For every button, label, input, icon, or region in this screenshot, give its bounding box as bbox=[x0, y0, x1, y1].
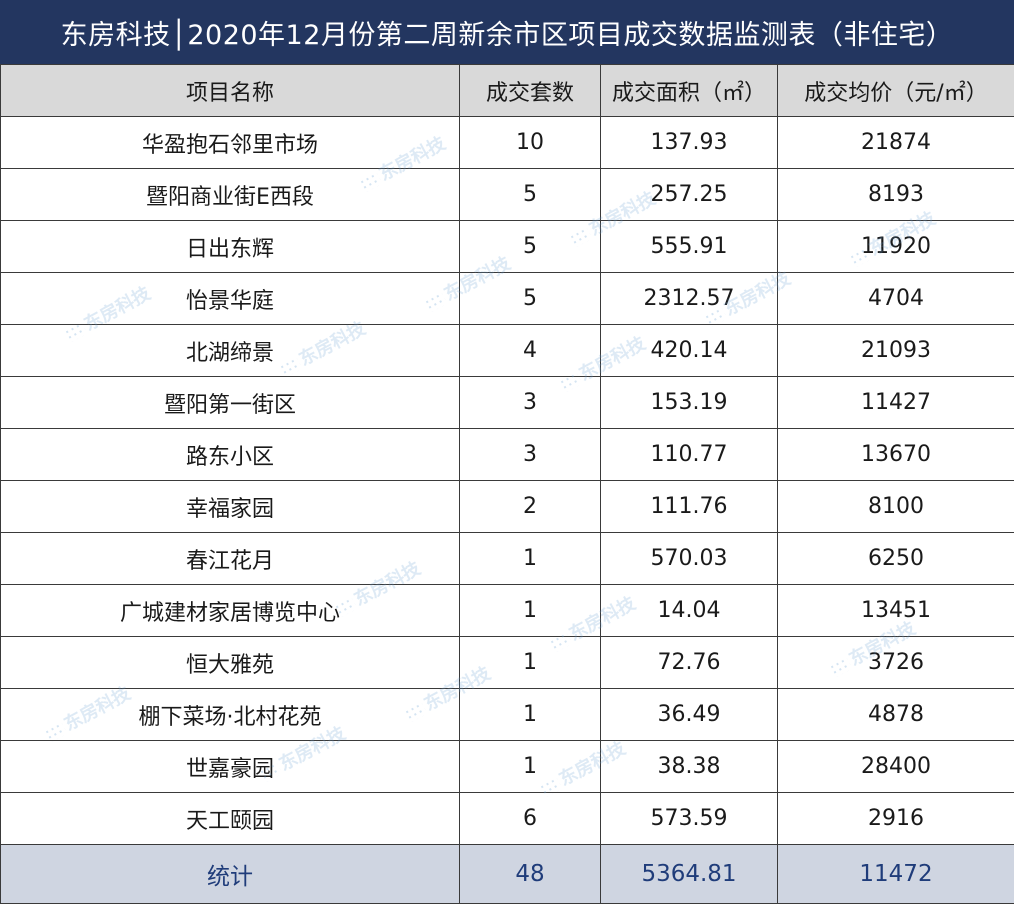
cell-area: 573.59 bbox=[600, 792, 778, 845]
cell-area: 111.76 bbox=[600, 480, 778, 533]
cell-avg-price: 11920 bbox=[777, 220, 1014, 273]
cell-project-name: 日出东辉 bbox=[0, 220, 460, 273]
cell-units-sold: 4 bbox=[459, 324, 601, 377]
table-row: 暨阳商业街E西段 5 257.25 8193 bbox=[0, 168, 1014, 221]
header-avg-price: 成交均价（元/㎡） bbox=[777, 64, 1014, 117]
cell-avg-price: 8100 bbox=[777, 480, 1014, 533]
header-row: 项目名称 成交套数 成交面积（㎡） 成交均价（元/㎡） bbox=[0, 64, 1014, 117]
cell-area: 153.19 bbox=[600, 376, 778, 429]
header-project-name: 项目名称 bbox=[0, 64, 460, 117]
cell-avg-price: 2916 bbox=[777, 792, 1014, 845]
header-area: 成交面积（㎡） bbox=[600, 64, 778, 117]
cell-project-name: 怡景华庭 bbox=[0, 272, 460, 325]
total-label: 统计 bbox=[0, 844, 460, 904]
cell-units-sold: 10 bbox=[459, 116, 601, 169]
data-table: 项目名称 成交套数 成交面积（㎡） 成交均价（元/㎡） 华盈抱石邻里市场 10 … bbox=[0, 64, 1014, 904]
cell-project-name: 恒大雅苑 bbox=[0, 636, 460, 689]
table-header: 项目名称 成交套数 成交面积（㎡） 成交均价（元/㎡） bbox=[0, 64, 1014, 117]
cell-area: 72.76 bbox=[600, 636, 778, 689]
cell-project-name: 幸福家园 bbox=[0, 480, 460, 533]
cell-area: 38.38 bbox=[600, 740, 778, 793]
cell-units-sold: 3 bbox=[459, 428, 601, 481]
cell-avg-price: 21874 bbox=[777, 116, 1014, 169]
cell-units-sold: 1 bbox=[459, 740, 601, 793]
cell-avg-price: 21093 bbox=[777, 324, 1014, 377]
cell-project-name: 广城建材家居博览中心 bbox=[0, 584, 460, 637]
cell-area: 14.04 bbox=[600, 584, 778, 637]
cell-area: 110.77 bbox=[600, 428, 778, 481]
cell-project-name: 北湖缔景 bbox=[0, 324, 460, 377]
cell-units-sold: 1 bbox=[459, 532, 601, 585]
total-units-sold: 48 bbox=[459, 844, 601, 904]
table-row: 暨阳第一街区 3 153.19 11427 bbox=[0, 376, 1014, 429]
cell-project-name: 棚下菜场·北村花苑 bbox=[0, 688, 460, 741]
table-row: 世嘉豪园 1 38.38 28400 bbox=[0, 740, 1014, 793]
cell-area: 257.25 bbox=[600, 168, 778, 221]
total-row: 统计 48 5364.81 11472 bbox=[0, 844, 1014, 904]
cell-units-sold: 6 bbox=[459, 792, 601, 845]
table-row: 春江花月 1 570.03 6250 bbox=[0, 532, 1014, 585]
cell-area: 2312.57 bbox=[600, 272, 778, 325]
total-area: 5364.81 bbox=[600, 844, 778, 904]
cell-project-name: 天工颐园 bbox=[0, 792, 460, 845]
total-avg-price: 11472 bbox=[777, 844, 1014, 904]
table-row: 恒大雅苑 1 72.76 3726 bbox=[0, 636, 1014, 689]
table-row: 日出东辉 5 555.91 11920 bbox=[0, 220, 1014, 273]
table-row: 棚下菜场·北村花苑 1 36.49 4878 bbox=[0, 688, 1014, 741]
cell-avg-price: 13670 bbox=[777, 428, 1014, 481]
cell-avg-price: 13451 bbox=[777, 584, 1014, 637]
cell-project-name: 春江花月 bbox=[0, 532, 460, 585]
cell-units-sold: 5 bbox=[459, 168, 601, 221]
cell-units-sold: 1 bbox=[459, 636, 601, 689]
cell-units-sold: 5 bbox=[459, 272, 601, 325]
cell-avg-price: 6250 bbox=[777, 532, 1014, 585]
table-row: 北湖缔景 4 420.14 21093 bbox=[0, 324, 1014, 377]
cell-units-sold: 2 bbox=[459, 480, 601, 533]
cell-avg-price: 4704 bbox=[777, 272, 1014, 325]
cell-avg-price: 11427 bbox=[777, 376, 1014, 429]
cell-units-sold: 1 bbox=[459, 584, 601, 637]
cell-avg-price: 8193 bbox=[777, 168, 1014, 221]
cell-project-name: 华盈抱石邻里市场 bbox=[0, 116, 460, 169]
cell-area: 420.14 bbox=[600, 324, 778, 377]
table-row: 怡景华庭 5 2312.57 4704 bbox=[0, 272, 1014, 325]
table-body: 华盈抱石邻里市场 10 137.93 21874 暨阳商业街E西段 5 257.… bbox=[0, 116, 1014, 845]
cell-project-name: 暨阳商业街E西段 bbox=[0, 168, 460, 221]
cell-avg-price: 3726 bbox=[777, 636, 1014, 689]
table-row: 路东小区 3 110.77 13670 bbox=[0, 428, 1014, 481]
cell-area: 36.49 bbox=[600, 688, 778, 741]
table-row: 广城建材家居博览中心 1 14.04 13451 bbox=[0, 584, 1014, 637]
table-footer: 统计 48 5364.81 11472 bbox=[0, 844, 1014, 904]
header-units-sold: 成交套数 bbox=[459, 64, 601, 117]
cell-avg-price: 4878 bbox=[777, 688, 1014, 741]
cell-avg-price: 28400 bbox=[777, 740, 1014, 793]
cell-project-name: 暨阳第一街区 bbox=[0, 376, 460, 429]
cell-units-sold: 3 bbox=[459, 376, 601, 429]
table-row: 华盈抱石邻里市场 10 137.93 21874 bbox=[0, 116, 1014, 169]
page-title: 东房科技│2020年12月份第二周新余市区项目成交数据监测表（非住宅） bbox=[0, 0, 1014, 64]
table-row: 天工颐园 6 573.59 2916 bbox=[0, 792, 1014, 845]
cell-project-name: 世嘉豪园 bbox=[0, 740, 460, 793]
cell-area: 137.93 bbox=[600, 116, 778, 169]
cell-area: 555.91 bbox=[600, 220, 778, 273]
cell-units-sold: 5 bbox=[459, 220, 601, 273]
table-row: 幸福家园 2 111.76 8100 bbox=[0, 480, 1014, 533]
cell-area: 570.03 bbox=[600, 532, 778, 585]
cell-units-sold: 1 bbox=[459, 688, 601, 741]
cell-project-name: 路东小区 bbox=[0, 428, 460, 481]
